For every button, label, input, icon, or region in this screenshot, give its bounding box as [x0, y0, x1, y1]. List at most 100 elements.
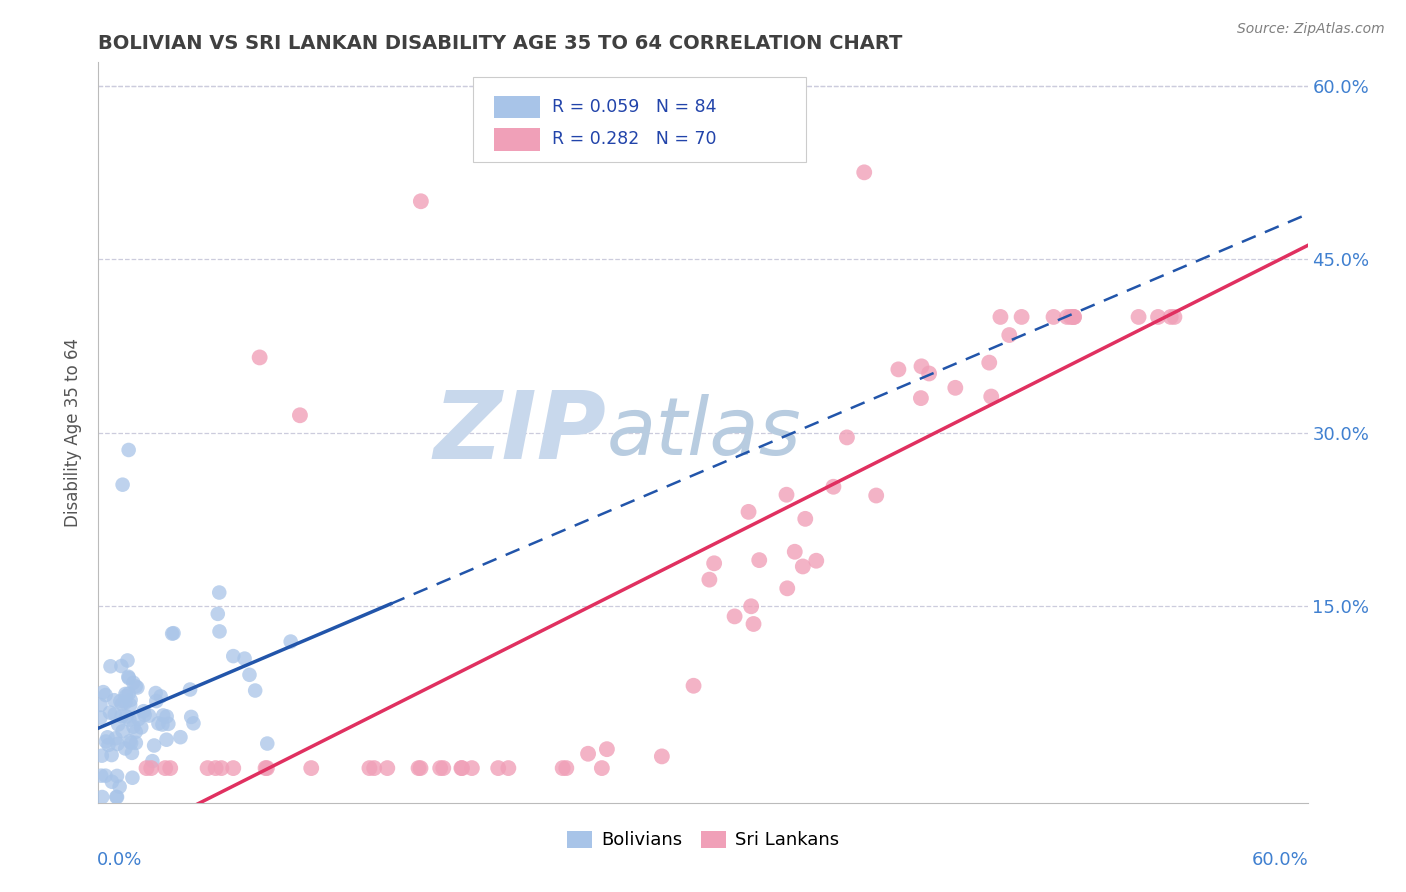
- Text: ZIP: ZIP: [433, 386, 606, 479]
- Point: [1056, 310, 1078, 324]
- Point: [103, 693, 125, 707]
- Point: [152, 708, 174, 723]
- Point: [209, 761, 232, 775]
- Point: [96, 731, 118, 745]
- Legend: Bolivians, Sri Lankans: Bolivians, Sri Lankans: [560, 823, 846, 856]
- Point: [806, 554, 828, 568]
- Point: [91, 790, 114, 805]
- Point: [359, 761, 381, 775]
- Point: [243, 683, 266, 698]
- Point: [94, 734, 117, 748]
- Point: [160, 626, 183, 640]
- Point: [111, 724, 134, 739]
- Point: [887, 362, 910, 376]
- Point: [299, 761, 322, 775]
- Point: [125, 679, 148, 693]
- Point: [114, 695, 136, 709]
- Point: [155, 732, 177, 747]
- Point: [90, 769, 112, 783]
- Point: [145, 694, 167, 708]
- Point: [110, 659, 132, 673]
- Point: [222, 649, 245, 664]
- Point: [551, 761, 574, 775]
- Point: [107, 737, 129, 751]
- Point: [1147, 310, 1170, 324]
- Point: [256, 761, 278, 775]
- Text: 60.0%: 60.0%: [1251, 851, 1309, 869]
- Point: [105, 769, 128, 783]
- Point: [591, 761, 613, 775]
- Point: [1160, 310, 1182, 324]
- Point: [1059, 310, 1081, 324]
- Point: [409, 761, 432, 775]
- Point: [121, 771, 143, 785]
- Point: [596, 742, 619, 756]
- Text: BOLIVIAN VS SRI LANKAN DISABILITY AGE 35 TO 64 CORRELATION CHART: BOLIVIAN VS SRI LANKAN DISABILITY AGE 35…: [98, 34, 903, 53]
- Text: R = 0.059   N = 84: R = 0.059 N = 84: [551, 98, 716, 116]
- Point: [740, 599, 762, 614]
- Point: [794, 512, 817, 526]
- Point: [149, 690, 172, 704]
- Point: [141, 754, 163, 768]
- Point: [111, 477, 134, 491]
- Point: [90, 748, 112, 763]
- Point: [132, 704, 155, 718]
- Point: [129, 720, 152, 734]
- Point: [1011, 310, 1033, 324]
- Point: [703, 556, 725, 570]
- Point: [134, 707, 156, 722]
- Point: [108, 780, 131, 794]
- Point: [775, 488, 797, 502]
- Point: [408, 761, 430, 775]
- Point: [1042, 310, 1064, 324]
- Point: [748, 553, 770, 567]
- Point: [148, 716, 170, 731]
- Point: [910, 391, 932, 405]
- Point: [375, 761, 398, 775]
- Point: [104, 731, 127, 746]
- Point: [682, 679, 704, 693]
- Point: [249, 351, 271, 365]
- Point: [120, 693, 142, 707]
- Point: [233, 651, 256, 665]
- Point: [461, 761, 484, 775]
- Point: [979, 356, 1001, 370]
- Point: [776, 582, 799, 596]
- Point: [783, 545, 806, 559]
- Point: [207, 607, 229, 621]
- Point: [1163, 310, 1185, 324]
- Point: [183, 716, 205, 731]
- Point: [555, 761, 578, 775]
- Point: [115, 709, 138, 723]
- Text: Source: ZipAtlas.com: Source: ZipAtlas.com: [1237, 22, 1385, 37]
- Point: [288, 409, 311, 423]
- Point: [1128, 310, 1150, 324]
- Point: [152, 717, 174, 731]
- Point: [451, 761, 474, 775]
- Point: [723, 609, 745, 624]
- Point: [145, 686, 167, 700]
- Point: [101, 774, 124, 789]
- Point: [122, 675, 145, 690]
- Text: 0.0%: 0.0%: [97, 851, 142, 869]
- Point: [111, 697, 134, 711]
- Point: [918, 367, 941, 381]
- Point: [792, 559, 814, 574]
- Point: [118, 671, 141, 685]
- Point: [91, 685, 114, 699]
- Text: R = 0.282   N = 70: R = 0.282 N = 70: [551, 130, 716, 148]
- Point: [115, 689, 138, 703]
- Point: [118, 687, 141, 701]
- Point: [155, 761, 177, 775]
- Bar: [494, 128, 540, 151]
- Point: [120, 736, 142, 750]
- Point: [238, 668, 260, 682]
- Point: [486, 761, 509, 775]
- Point: [107, 717, 129, 731]
- Point: [208, 585, 231, 599]
- Point: [835, 430, 858, 444]
- Point: [127, 712, 149, 726]
- Point: [208, 624, 231, 639]
- Point: [159, 761, 181, 775]
- Point: [105, 790, 128, 805]
